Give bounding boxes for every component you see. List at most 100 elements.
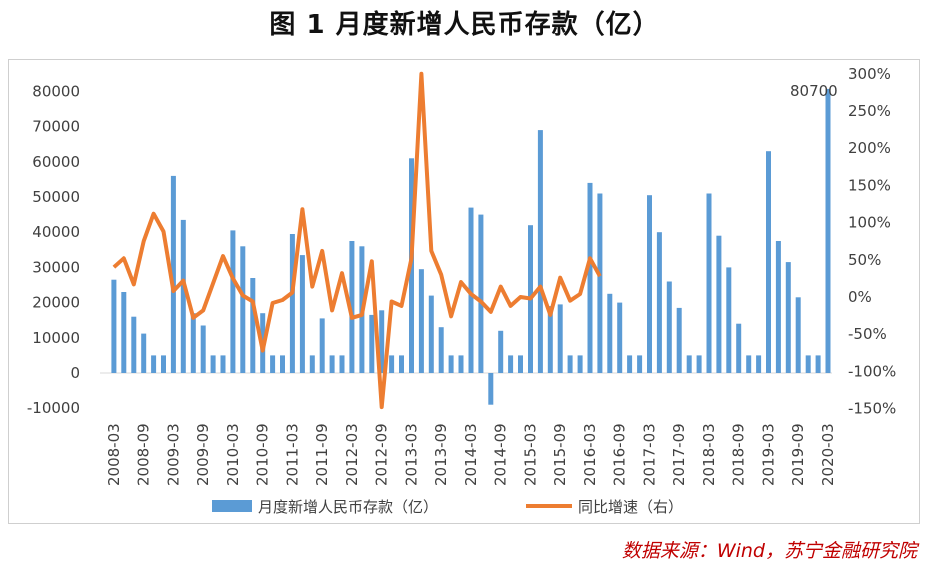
y-left-tick-label: 20000 [32,294,80,312]
bar [567,355,573,373]
bar [746,355,752,373]
y-right-tick-label: -150% [848,400,896,418]
x-tick-label: 2013-03 [403,423,421,486]
bar [587,182,593,373]
x-tick-label: 2019-09 [789,423,807,486]
y-left-tick-label: 50000 [32,188,80,206]
bar [696,355,702,373]
y-right-tick-label: 150% [848,176,891,194]
bar [766,151,771,373]
y-axis-right: -150% -100% -50% 0% 50% 100% 150% 200% 250% 300% [848,65,896,418]
bar [666,281,672,373]
x-tick-label: 2008-09 [135,423,153,486]
bar [716,235,722,373]
bar [299,255,305,373]
x-tick-label: 2013-09 [432,423,450,486]
y-left-tick-label: 40000 [32,223,80,241]
bar [240,246,246,373]
x-tick-label: 2016-09 [611,423,629,486]
bar [250,278,256,373]
x-tick-label: 2014-03 [462,423,480,486]
y-left-tick-label: 60000 [32,153,80,171]
bar [131,316,137,373]
y-left-tick-label: 0 [70,364,80,382]
bar [458,355,464,373]
y-right-tick-label: 100% [848,214,891,232]
x-tick-label: 2011-09 [313,423,331,486]
bar [785,262,791,373]
bar [577,355,583,373]
bar [329,355,335,373]
legend-line-label: 同比增速（右） [578,498,683,516]
bar [607,293,613,373]
bar [676,307,682,373]
legend: 月度新增人民币存款（亿） 同比增速（右） [212,498,683,516]
bar [597,193,603,373]
annotation-label: 80700 [790,82,838,100]
x-tick-label: 2015-03 [522,423,540,486]
x-tick-label: 2018-03 [700,423,718,486]
bar [488,373,494,405]
bar [369,314,375,373]
bar [161,355,166,373]
bar [627,355,633,373]
bar [815,355,821,373]
bar [706,193,712,373]
y-right-tick-label: 0% [848,288,872,306]
x-tick-label: 2014-09 [492,423,510,486]
y-right-tick-label: -100% [848,362,896,380]
x-tick-label: 2008-03 [105,423,123,486]
bar [795,297,801,373]
bar [180,219,186,373]
bar [637,355,643,373]
bar [448,355,454,373]
bar [418,269,424,373]
bar [647,195,652,373]
x-tick-label: 2009-03 [164,423,182,486]
bar [220,355,226,373]
bar [686,355,692,373]
y-left-tick-label: 10000 [32,329,80,347]
chart-frame [8,59,920,524]
yoy-growth-line [112,71,602,410]
bar [775,241,781,373]
bar [756,355,762,373]
bar [339,355,345,373]
bar [547,306,553,373]
x-tick-label: 2020-03 [819,423,837,486]
y-right-tick-label: 250% [848,102,891,120]
bar [121,292,127,373]
bar [498,330,504,373]
y-axis-left: -10000 0 10000 20000 30000 40000 50000 60000 700… [27,82,80,417]
bar [617,302,623,373]
line-series [112,71,602,410]
bar [438,327,444,373]
x-tick-label: 2019-03 [760,423,778,486]
x-tick-label: 2011-03 [283,423,301,486]
bar [379,310,385,373]
bar-series [111,88,831,405]
x-tick-label: 2010-03 [224,423,242,486]
y-right-tick-label: -50% [848,325,887,343]
y-right-tick-label: 50% [848,251,881,269]
bar [518,355,523,373]
bar [190,313,196,373]
bar [468,207,474,373]
bar [726,267,732,373]
legend-bar-label: 月度新增人民币存款（亿） [258,498,438,516]
x-tick-label: 2016-03 [581,423,599,486]
bar [537,130,543,373]
bar [280,355,285,373]
bar [736,323,742,373]
bar [656,232,662,373]
x-tick-label: 2009-09 [194,423,212,486]
y-left-tick-label: -10000 [27,399,80,417]
bar [805,355,811,373]
bar [111,279,117,373]
bar [389,355,395,373]
bar [151,355,157,373]
bar [478,214,484,373]
bar [210,355,216,373]
x-tick-label: 2017-03 [641,423,659,486]
